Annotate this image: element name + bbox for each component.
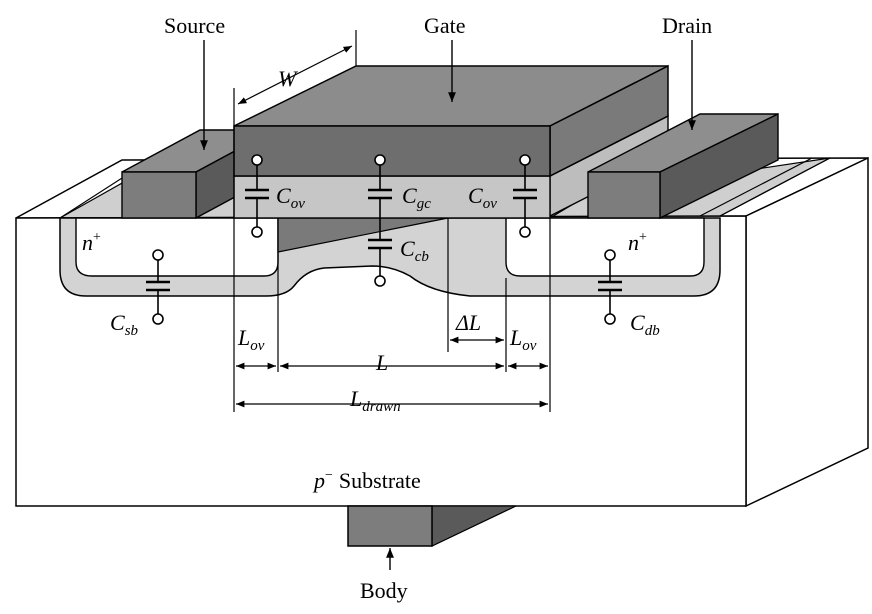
n-plus-left-label: n+ [82,230,101,255]
gate-front [233,125,551,177]
substrate-label: p− Substrate [312,468,421,493]
c-cb-label: Ccb [400,236,429,265]
source-well [75,217,279,277]
labels: Source Gate Drain Body W p− Substrate n+ … [82,13,712,603]
c-sb-label: Csb [110,310,139,339]
cap-ov-left-symbol [245,154,269,238]
c-ov-left-label: Cov [276,183,305,212]
l-label: L [375,350,388,375]
dimension-lines [233,30,551,412]
source-contact-front [121,171,197,219]
l-ov-right-label: Lov [509,325,537,354]
source-label: Source [164,13,225,38]
body-label: Body [360,578,408,603]
body-contact [347,505,433,547]
l-ov-left-label: Lov [237,325,265,354]
c-ov-right-label: Cov [468,183,497,212]
cap-sb-symbol [146,249,170,325]
substrate-right-side [745,156,869,508]
drain-label: Drain [662,13,712,38]
c-db-label: Cdb [630,310,660,339]
drain-contact-front [587,171,661,219]
cap-db-symbol [598,249,622,325]
cap-ov-right-symbol [513,154,537,238]
body-contact-side [431,505,517,547]
gate-label: Gate [424,13,466,38]
drain-well [505,217,705,277]
n-plus-right-label: n+ [628,230,647,255]
width-label: W [278,66,298,91]
delta-l-label: ΔL [455,310,481,335]
l-drawn-label: Ldrawn [349,386,401,415]
c-gc-label: Cgc [402,183,431,212]
terminal-arrows [200,40,696,570]
cap-gc-symbol [368,154,392,287]
